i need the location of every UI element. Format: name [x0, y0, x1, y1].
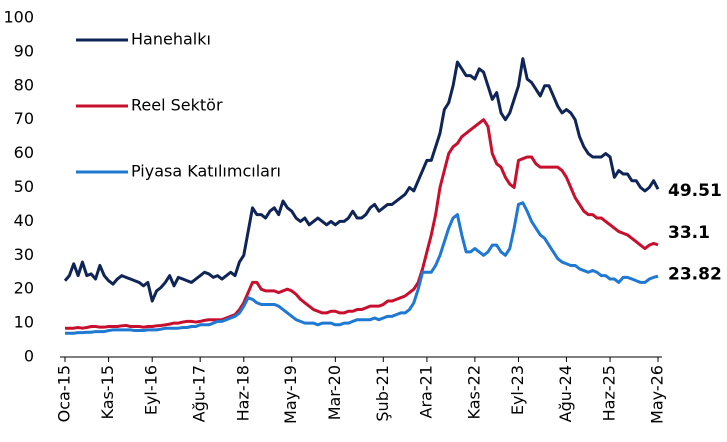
end-value-label: 33.1	[668, 223, 710, 243]
series-line	[63, 57, 660, 303]
y-tick-label: 20	[14, 279, 34, 298]
x-tick-label: Kas-15	[98, 365, 117, 419]
y-tick-label: 80	[14, 75, 34, 94]
x-tick-label: May-26	[648, 365, 667, 424]
x-tick-label: Kas-22	[464, 365, 483, 419]
x-tick-label: Şub-21	[373, 365, 392, 422]
y-tick-label: 30	[14, 245, 34, 264]
x-tick-label: Oca-15	[55, 365, 74, 422]
series-line	[65, 118, 659, 330]
series-line	[65, 201, 659, 335]
y-tick-label: 90	[14, 41, 34, 60]
legend-label: Piyasa Katılımcıları	[131, 162, 281, 181]
legend-label: Hanehalkı	[131, 30, 211, 49]
x-tick-label: Ağu-24	[556, 365, 575, 422]
y-tick-label: 10	[14, 313, 34, 332]
x-tick-label: Eyl-23	[508, 365, 527, 415]
y-tick-label: 60	[14, 143, 34, 162]
end-value-label: 49.51	[668, 181, 722, 201]
y-tick-label: 70	[14, 109, 34, 128]
end-value-label: 23.82	[668, 264, 722, 284]
x-tick-label: May-19	[281, 365, 300, 424]
x-tick-label: Ağu-17	[190, 365, 209, 422]
y-tick-label: 100	[3, 8, 34, 27]
y-tick-label: 50	[14, 177, 34, 196]
x-tick-label: Eyl-16	[142, 365, 161, 415]
legend-label: Reel Sektör	[131, 96, 223, 115]
x-tick-label: Mar-20	[325, 365, 344, 420]
x-tick-label: Ara-21	[416, 365, 435, 418]
y-tick-label: 0	[24, 347, 34, 366]
x-tick-label: Haz-18	[233, 365, 252, 421]
x-tick-label: Haz-25	[600, 365, 619, 421]
y-tick-label: 40	[14, 211, 34, 230]
